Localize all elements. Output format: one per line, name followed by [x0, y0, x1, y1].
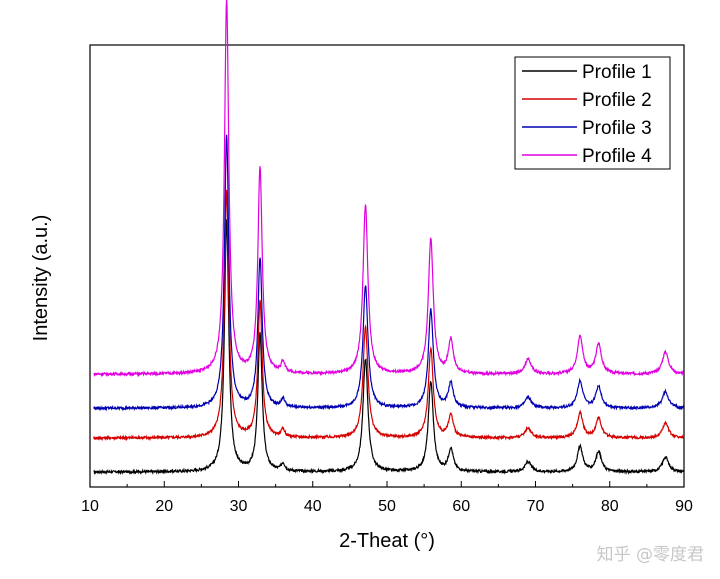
series-line-profile-3	[93, 134, 685, 412]
x-tick-label: 70	[527, 498, 545, 515]
legend: Profile 1 Profile 2 Profile 3 Profile 4	[514, 56, 671, 170]
x-tick-label: 30	[230, 498, 248, 515]
x-axis-title: 2-Theat (°)	[339, 530, 435, 552]
x-tick-label: 80	[601, 498, 619, 515]
legend-entry-profile-2: Profile 2	[522, 90, 652, 111]
legend-entry-profile-4: Profile 4	[522, 146, 652, 167]
legend-label: Profile 2	[582, 90, 652, 111]
series-line-profile-1	[93, 219, 685, 476]
watermark: 知乎 @零度君	[596, 545, 704, 565]
legend-label: Profile 4	[582, 146, 652, 167]
x-tick-label: 90	[675, 498, 693, 515]
series-line-profile-2	[93, 189, 685, 442]
legend-entry-profile-3: Profile 3	[522, 118, 652, 139]
legend-entry-profile-1: Profile 1	[522, 62, 652, 83]
legend-label: Profile 1	[582, 62, 652, 83]
x-axis-ticks: 10 20 30 40 50 60 70 80 90	[81, 481, 693, 515]
x-tick-label: 40	[304, 498, 322, 515]
x-tick-label: 60	[452, 498, 470, 515]
x-tick-label: 20	[155, 498, 173, 515]
x-tick-label: 10	[81, 498, 99, 515]
legend-box	[514, 56, 671, 170]
x-tick-label: 50	[378, 498, 396, 515]
y-axis-title: Intensity (a.u.)	[30, 215, 52, 342]
series-line-profile-4	[93, 0, 685, 378]
series-layer	[93, 0, 685, 476]
legend-label: Profile 3	[582, 118, 652, 139]
